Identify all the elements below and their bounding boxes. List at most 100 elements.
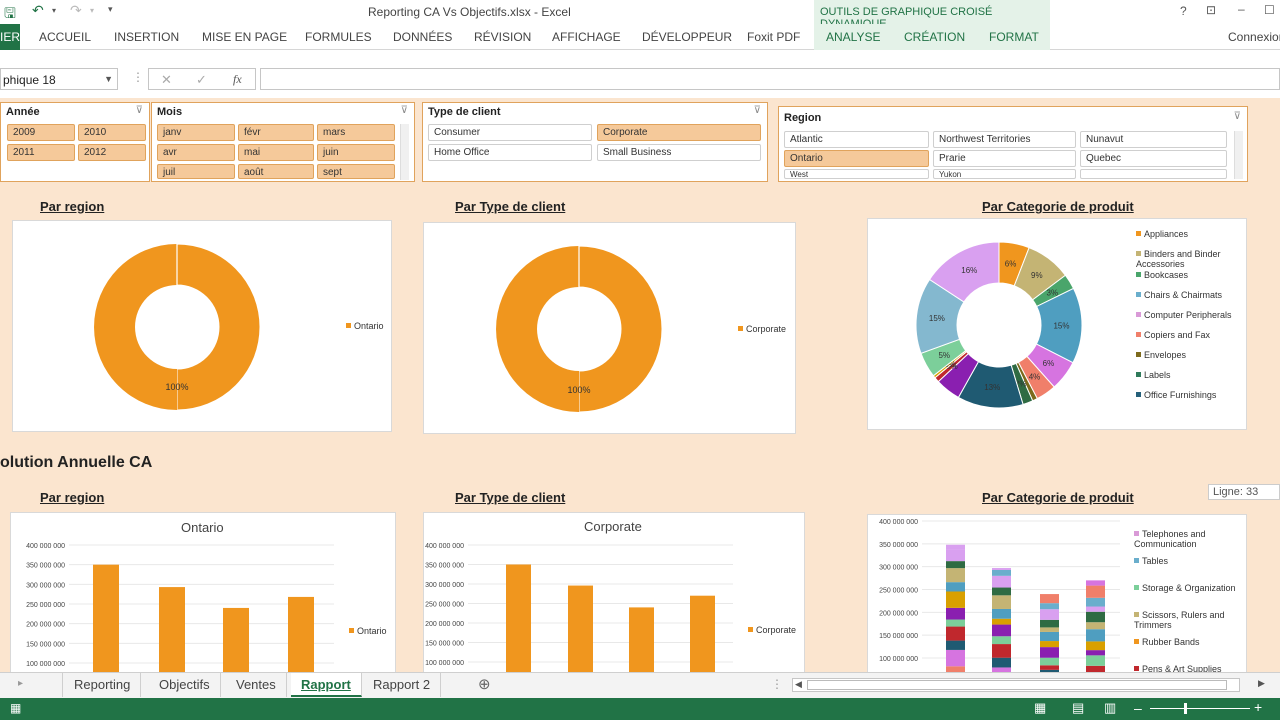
legend-item: Ontario <box>346 321 384 331</box>
scroll-left-icon[interactable]: ◀ <box>795 679 802 689</box>
zoom-in-icon[interactable]: + <box>1254 699 1263 715</box>
slicer-item[interactable]: mai <box>238 144 314 161</box>
horizontal-scrollbar[interactable]: ◀ <box>792 678 1240 692</box>
sign-in-link[interactable]: Connexion <box>1228 30 1280 44</box>
tab-formules[interactable]: FORMULES <box>305 30 372 44</box>
slicer-item[interactable]: Ontario <box>784 150 929 167</box>
bar-segment <box>992 569 1011 576</box>
tab-accueil[interactable]: ACCUEIL <box>39 30 92 44</box>
tab-donnees[interactable]: DONNÉES <box>393 30 453 44</box>
save-icon[interactable]: 🖫 <box>4 5 16 21</box>
zoom-slider[interactable] <box>1150 708 1250 709</box>
tab-analyse[interactable]: ANALYSE <box>826 30 881 44</box>
tab-format[interactable]: FORMAT <box>989 30 1039 44</box>
slicer-annee[interactable]: Année ⊽ 2009 2010 2011 2012 <box>0 102 150 182</box>
slicer-item[interactable]: janv <box>157 124 235 141</box>
slicer-item[interactable]: Quebec <box>1080 150 1227 167</box>
tab-creation[interactable]: CRÉATION <box>904 30 966 44</box>
tab-foxit[interactable]: Foxit PDF <box>747 30 801 44</box>
normal-view-icon[interactable]: ▦ <box>1034 700 1047 715</box>
formula-input[interactable] <box>260 68 1280 90</box>
tab-developpeur[interactable]: DÉVELOPPEUR <box>642 30 733 44</box>
stacked-bar-chart-categorie[interactable]: 400 000 000 350 000 000 300 000 000 250 000… <box>867 514 1247 672</box>
tab-affichage[interactable]: AFFICHAGE <box>552 30 621 44</box>
name-box-dropdown-icon[interactable]: ▼ <box>104 74 113 84</box>
ribbon-display-icon[interactable]: ⊡ <box>1206 3 1217 17</box>
tab-mise-en-page[interactable]: MISE EN PAGE <box>202 30 288 44</box>
slicer-item[interactable]: juil <box>157 164 235 179</box>
customize-qat-icon[interactable]: ▾ <box>108 4 113 14</box>
slicer-item[interactable]: août <box>238 164 314 179</box>
slicer-item[interactable]: mars <box>317 124 395 141</box>
slicer-item[interactable]: Yukon <box>933 169 1076 179</box>
slicer-item[interactable]: 2009 <box>7 124 75 141</box>
slicer-item[interactable]: 2011 <box>7 144 75 161</box>
worksheet[interactable]: Année ⊽ 2009 2010 2011 2012 Mois ⊽ janv … <box>0 98 1280 672</box>
slicer-item[interactable]: 2012 <box>78 144 146 161</box>
slicer-mois[interactable]: Mois ⊽ janv févr mars avr mai juin juil … <box>151 102 415 182</box>
slicer-item[interactable]: Corporate <box>597 124 761 141</box>
page-break-view-icon[interactable]: ▥ <box>1104 700 1117 715</box>
name-box[interactable]: phique 18 ▼ <box>0 68 118 90</box>
slicer-type-client[interactable]: Type de client ⊽ Consumer Corporate Home… <box>422 102 768 182</box>
slicer-item[interactable]: sept <box>317 164 395 179</box>
slicer-item[interactable]: West <box>784 169 929 179</box>
window-title: Reporting CA Vs Objectifs.xlsx - Excel <box>368 5 571 19</box>
slicer-scrollbar[interactable] <box>400 124 409 180</box>
redo-dropdown-icon[interactable]: ▾ <box>90 6 95 15</box>
slicer-scrollbar[interactable] <box>1234 131 1243 179</box>
slicer-item[interactable]: Home Office <box>428 144 592 161</box>
clear-filter-icon[interactable]: ⊽ <box>1233 111 1241 122</box>
maximize-icon[interactable]: ☐ <box>1264 3 1275 17</box>
bar-segment <box>1086 629 1105 642</box>
clear-filter-icon[interactable]: ⊽ <box>135 105 143 116</box>
redo-icon[interactable]: ↷ <box>70 2 82 18</box>
ribbon-tabs: IER ACCUEIL INSERTION MISE EN PAGE FORMU… <box>0 24 1280 50</box>
slicer-item[interactable]: Nunavut <box>1080 131 1227 148</box>
donut-chart-type[interactable]: 100% Corporate <box>423 222 796 434</box>
slicer-item[interactable]: 2010 <box>78 124 146 141</box>
slicer-item[interactable]: févr <box>238 124 314 141</box>
tab-revision[interactable]: RÉVISION <box>474 30 532 44</box>
zoom-slider-thumb[interactable] <box>1184 703 1187 714</box>
sheet-tab-rapport[interactable]: Rapport <box>291 673 362 697</box>
sheet-tab-ventes[interactable]: Ventes <box>226 673 287 697</box>
split-handle-icon[interactable]: ⋮ <box>771 677 783 691</box>
slicer-region[interactable]: Region ⊽ Atlantic Northwest Territories … <box>778 106 1248 182</box>
slicer-item[interactable] <box>1080 169 1227 179</box>
donut-chart-categorie[interactable]: 6% 9% 3% 15% 6% 4% 2% 13% 0% 0% 5% 15% 16% Appliance… <box>867 218 1247 430</box>
clear-filter-icon[interactable]: ⊽ <box>400 105 408 116</box>
clear-filter-icon[interactable]: ⊽ <box>753 105 761 116</box>
slicer-item[interactable]: Northwest Territories <box>933 131 1076 148</box>
undo-dropdown-icon[interactable]: ▾ <box>52 6 57 15</box>
slicer-item[interactable]: juin <box>317 144 395 161</box>
minimize-icon[interactable]: – <box>1238 2 1245 16</box>
chart-title: Corporate <box>584 519 642 534</box>
donut-chart-region[interactable]: 100% Ontario <box>12 220 392 432</box>
page-layout-view-icon[interactable]: ▤ <box>1072 700 1085 715</box>
slicer-item[interactable]: Atlantic <box>784 131 929 148</box>
sheet-tab-objectifs[interactable]: Objectifs <box>149 673 221 697</box>
tab-insertion[interactable]: INSERTION <box>114 30 180 44</box>
scroll-right-icon[interactable]: ▶ <box>1258 678 1265 688</box>
insert-function-icon[interactable]: fx <box>233 72 242 86</box>
sheet-tab-rapport-2[interactable]: Rapport 2 <box>363 673 442 697</box>
slicer-item[interactable]: Small Business <box>597 144 761 161</box>
prev-sheet-icon[interactable]: ▸ <box>18 678 24 689</box>
zoom-out-icon[interactable]: – <box>1134 700 1142 716</box>
file-tab-label: IER <box>0 30 21 44</box>
slicer-item[interactable]: avr <box>157 144 235 161</box>
sheet-tab-reporting[interactable]: Reporting <box>64 673 142 697</box>
slicer-item[interactable]: Prarie <box>933 150 1076 167</box>
slicer-item[interactable]: Consumer <box>428 124 592 141</box>
file-tab[interactable]: IER <box>0 24 20 50</box>
macro-record-icon[interactable]: ▦ <box>10 701 22 715</box>
scroll-thumb[interactable] <box>807 680 1227 690</box>
help-icon[interactable]: ? <box>1180 4 1187 18</box>
cancel-icon[interactable]: ✕ <box>161 72 172 87</box>
add-sheet-icon[interactable]: ⊕ <box>478 676 491 693</box>
enter-icon[interactable]: ✓ <box>196 72 207 87</box>
bar-chart-region[interactable]: Ontario 400 000 000 350 000 000 300 000 00… <box>10 512 396 672</box>
undo-icon[interactable]: ↶ <box>32 2 44 18</box>
bar-chart-type[interactable]: Corporate 400 000 000 350 000 000 300 000 … <box>423 512 805 672</box>
